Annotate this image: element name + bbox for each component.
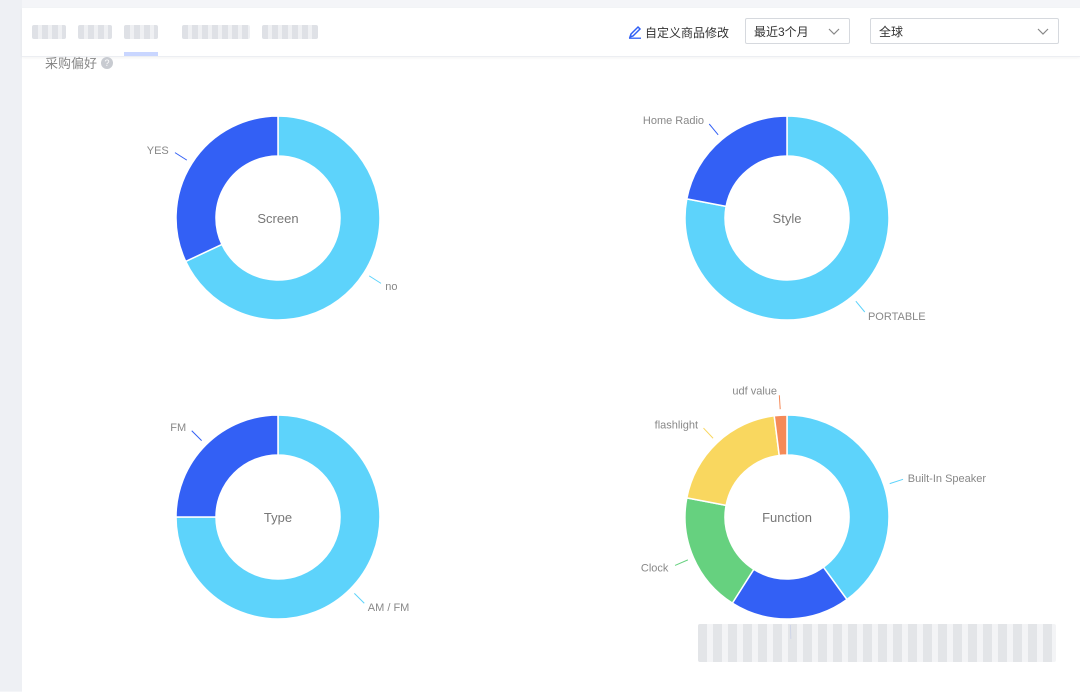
leader-line [709,124,718,135]
donut-function: Built-In Speaker Clock flashlight udf value… [641,385,986,639]
leader-line [856,301,865,312]
leader-line [192,431,202,441]
redacted-area [698,624,1056,662]
leader-line [675,560,688,566]
leader-line [779,395,780,409]
leader-line [703,428,713,438]
leader-line [369,276,381,284]
leader-line [354,593,364,603]
slice-label-home-radio: Home Radio [643,115,704,127]
slice-label-flashlight: flashlight [655,419,698,431]
slice-label-fm: FM [170,422,186,434]
slice-type-fm[interactable] [176,415,278,517]
slice-label-clock: Clock [641,562,669,574]
donut-screen: no YES Screen [147,116,398,320]
chart-title-function: Function [762,510,812,525]
slice-label-am-fm: AM / FM [368,602,410,614]
slice-label-no: no [385,281,397,293]
slice-label-portable: PORTABLE [868,311,926,323]
slice-label-built-in-speaker: Built-In Speaker [908,473,987,485]
leader-line [890,479,903,483]
slice-label-udf-value: udf value [732,385,777,397]
donut-style: PORTABLE Home Radio Style [643,115,926,323]
slice-screen-yes[interactable] [176,116,278,261]
leader-line [175,153,187,161]
chart-title-style: Style [773,211,802,226]
chart-title-screen: Screen [257,211,298,226]
donut-type: AM / FM FM Type [170,415,409,619]
slice-function-flashlight[interactable] [687,416,779,506]
chart-title-type: Type [264,510,292,525]
slice-style-home-radio[interactable] [687,116,787,206]
slice-label-yes: YES [147,145,169,157]
slice-function-built-in-speaker[interactable] [787,415,889,600]
